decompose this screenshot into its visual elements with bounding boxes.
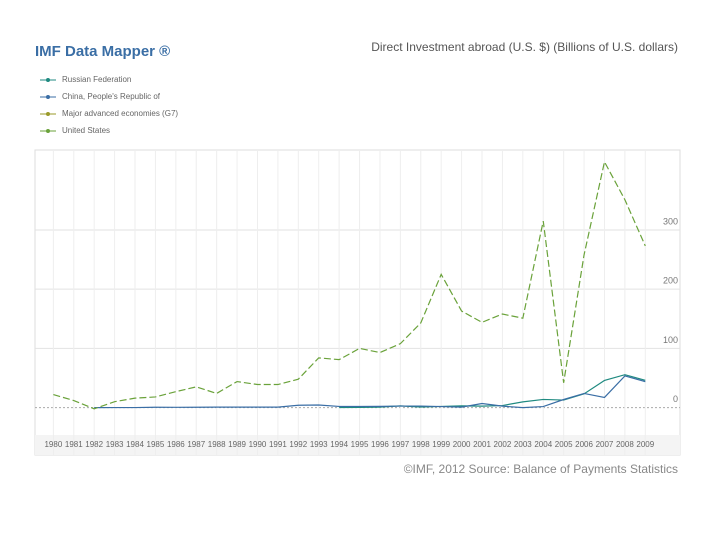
line-1: [94, 375, 646, 409]
x-tick-label: 2000: [453, 440, 471, 449]
x-tick-label: 1990: [249, 440, 267, 449]
x-tick-label: 2001: [473, 440, 491, 449]
x-tick-label: 1996: [371, 440, 389, 449]
legend-label: China, People's Republic of: [62, 92, 161, 101]
y-tick-label: 0: [673, 394, 678, 404]
x-tick-label: 2007: [596, 440, 614, 449]
x-tick-label: 2002: [494, 440, 512, 449]
legend-marker: [46, 129, 50, 133]
x-tick-label: 2006: [575, 440, 593, 449]
x-tick-label: 2008: [616, 440, 634, 449]
x-tick-label: 1998: [412, 440, 430, 449]
chart-title: IMF Data Mapper ®: [35, 43, 170, 60]
x-tick-label: 1984: [126, 440, 144, 449]
x-tick-label: 1985: [147, 440, 165, 449]
x-tick-label: 1988: [208, 440, 226, 449]
x-tick-label: 1991: [269, 440, 287, 449]
legend-label: Russian Federation: [62, 75, 131, 84]
x-tick-label: 1982: [85, 440, 103, 449]
x-tick-label: 1980: [44, 440, 62, 449]
y-tick-label: 300: [663, 216, 678, 226]
legend-marker: [46, 112, 50, 116]
y-tick-label: 100: [663, 335, 678, 345]
x-tick-label: 2005: [555, 440, 573, 449]
x-tick-label: 2004: [534, 440, 552, 449]
legend-label: United States: [62, 126, 110, 135]
x-tick-label: 1983: [106, 440, 124, 449]
x-tick-label: 1995: [351, 440, 369, 449]
x-tick-label: 1989: [228, 440, 246, 449]
source: ©IMF, 2012 Source: Balance of Payments S…: [404, 462, 678, 476]
x-tick-label: 1999: [432, 440, 450, 449]
x-tick-label: 1992: [289, 440, 307, 449]
x-tick-label: 1981: [65, 440, 83, 449]
x-tick-label: 1986: [167, 440, 185, 449]
x-tick-label: 2003: [514, 440, 532, 449]
chart-subtitle: Direct Investment abroad (U.S. $) (Billi…: [371, 40, 678, 54]
x-tick-label: 1997: [391, 440, 409, 449]
plot-area: [34, 149, 681, 456]
x-tick-label: 1994: [330, 440, 348, 449]
x-tick-label: 1993: [310, 440, 328, 449]
line-3: [53, 160, 646, 410]
legend-label: Major advanced economies (G7): [62, 109, 178, 118]
x-tick-label: 1987: [187, 440, 205, 449]
y-tick-label: 200: [663, 276, 678, 286]
x-tick-label: 2009: [636, 440, 654, 449]
legend-marker: [46, 78, 50, 82]
legend-marker: [46, 95, 50, 99]
